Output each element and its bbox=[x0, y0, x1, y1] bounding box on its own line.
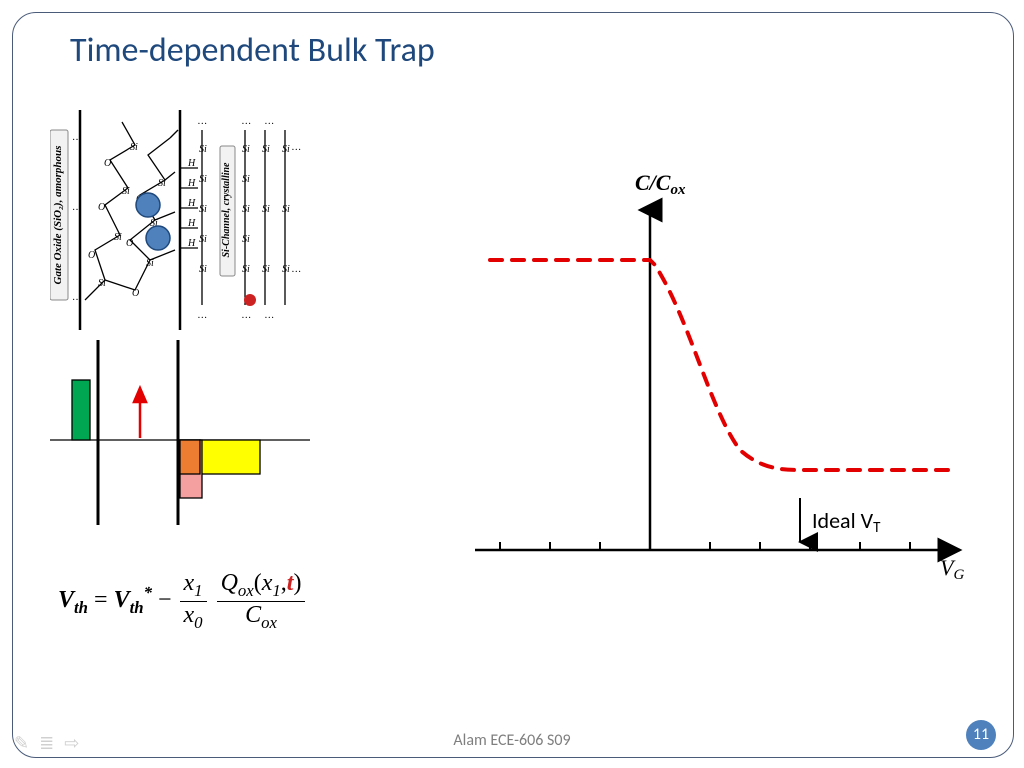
svg-text:…: … bbox=[292, 264, 301, 275]
svg-text:Si: Si bbox=[199, 174, 207, 185]
yellow-charge-bar bbox=[200, 440, 260, 474]
y-axis-label: C/Cox bbox=[635, 170, 686, 198]
svg-text:Si: Si bbox=[199, 264, 207, 275]
svg-text:Si: Si bbox=[242, 234, 250, 245]
svg-text:H: H bbox=[187, 178, 196, 189]
svg-text:H: H bbox=[187, 198, 196, 209]
cv-plot: C/Cox VG Ideal VT bbox=[460, 150, 970, 590]
si-channel-label: Si-Channel, crystalline bbox=[221, 162, 232, 258]
svg-text:H: H bbox=[187, 158, 196, 169]
svg-text:…: … bbox=[265, 310, 274, 321]
molecular-diagram: Gate Oxide (SiO₂), amorphous Si-Channel,… bbox=[50, 110, 310, 330]
svg-text:Si: Si bbox=[242, 264, 250, 275]
svg-text:…: … bbox=[198, 310, 207, 321]
green-charge-bar bbox=[72, 380, 90, 440]
svg-text:O: O bbox=[88, 250, 95, 261]
svg-text:Si: Si bbox=[199, 234, 207, 245]
svg-text:Si: Si bbox=[262, 264, 270, 275]
svg-text:Si: Si bbox=[242, 144, 250, 155]
svg-text:H: H bbox=[187, 218, 196, 229]
svg-text:…: … bbox=[242, 310, 251, 321]
red-up-arrow-icon bbox=[134, 388, 146, 438]
svg-text:…: … bbox=[72, 132, 82, 143]
bulk-trap-icon bbox=[136, 193, 160, 217]
bulk-trap-icon bbox=[146, 226, 170, 250]
menu-icon[interactable]: ≣ bbox=[39, 732, 54, 754]
svg-text:Si: Si bbox=[158, 178, 166, 189]
slide-toolbar: ✎ ≣ ⇨ bbox=[14, 732, 79, 754]
pen-icon[interactable]: ✎ bbox=[14, 732, 29, 754]
x-axis-label: VG bbox=[940, 555, 964, 583]
svg-text:O: O bbox=[132, 288, 139, 299]
svg-text:Si: Si bbox=[242, 204, 250, 215]
svg-text:Si: Si bbox=[282, 264, 290, 275]
oxide-atom-labels: Si O Si O Si O Si O Si O Si O Si bbox=[88, 142, 166, 299]
vth-equation: Vth = Vth* − x1 x0 Qox(x1,t) Cox bbox=[58, 570, 307, 633]
cv-curve-dashed bbox=[490, 260, 950, 470]
red-dot-icon bbox=[244, 294, 256, 306]
svg-text:…: … bbox=[265, 116, 274, 127]
svg-text:Si: Si bbox=[122, 186, 130, 197]
svg-text:Si: Si bbox=[114, 232, 122, 243]
svg-text:…: … bbox=[242, 116, 251, 127]
next-icon[interactable]: ⇨ bbox=[64, 732, 79, 754]
svg-text:Si: Si bbox=[130, 142, 138, 153]
crystal-atom-labels: H H H H H Si Si Si Si Si Si Si Si Si Si … bbox=[187, 116, 301, 321]
band-diagram bbox=[50, 340, 310, 540]
svg-text:…: … bbox=[198, 116, 207, 127]
svg-text:Si: Si bbox=[262, 204, 270, 215]
svg-text:…: … bbox=[72, 202, 82, 213]
svg-text:Si: Si bbox=[282, 204, 290, 215]
svg-text:…: … bbox=[72, 292, 82, 303]
svg-text:Si: Si bbox=[199, 144, 207, 155]
svg-text:Si: Si bbox=[242, 174, 250, 185]
svg-text:O: O bbox=[104, 158, 111, 169]
gate-oxide-label: Gate Oxide (SiO₂), amorphous bbox=[52, 146, 64, 285]
svg-text:Si: Si bbox=[146, 258, 154, 269]
svg-text:H: H bbox=[187, 238, 196, 249]
footer-text: Alam ECE-606 S09 bbox=[0, 731, 1024, 750]
svg-text:Si: Si bbox=[98, 278, 106, 289]
ideal-vt-label: Ideal VT bbox=[812, 507, 881, 537]
svg-text:Si: Si bbox=[262, 144, 270, 155]
svg-text:…: … bbox=[292, 142, 301, 153]
svg-text:O: O bbox=[98, 202, 105, 213]
slide-title: Time-dependent Bulk Trap bbox=[70, 30, 435, 71]
svg-text:Si: Si bbox=[199, 204, 207, 215]
slide: Time-dependent Bulk Trap Gate Oxide (SiO… bbox=[0, 0, 1024, 768]
svg-text:O: O bbox=[126, 238, 133, 249]
svg-text:Si: Si bbox=[282, 144, 290, 155]
page-number-badge: 11 bbox=[966, 720, 996, 750]
